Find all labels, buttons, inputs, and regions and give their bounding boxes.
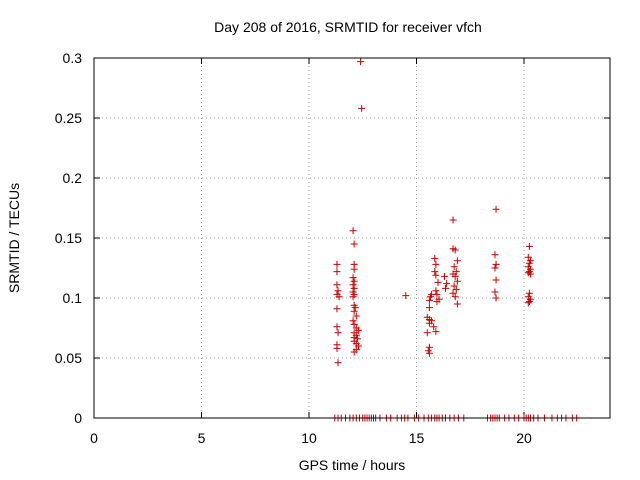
data-point bbox=[402, 292, 410, 300]
plot-frame bbox=[93, 57, 611, 419]
data-point bbox=[452, 286, 460, 294]
x-tick-label: 15 bbox=[409, 430, 425, 446]
data-points bbox=[331, 58, 581, 422]
data-point bbox=[431, 268, 439, 276]
data-point bbox=[349, 274, 357, 282]
data-point bbox=[491, 251, 499, 259]
y-tick-label: 0.2 bbox=[63, 170, 83, 186]
data-point bbox=[335, 293, 343, 301]
data-point bbox=[432, 287, 440, 295]
data-point bbox=[349, 281, 357, 289]
data-point bbox=[423, 329, 431, 337]
data-point bbox=[350, 307, 358, 315]
data-point bbox=[358, 104, 366, 112]
data-point bbox=[350, 240, 358, 248]
x-tick-label: 0 bbox=[90, 430, 98, 446]
y-tick-label: 0.1 bbox=[63, 290, 83, 306]
data-point bbox=[350, 348, 358, 356]
x-axis-title: GPS time / hours bbox=[299, 457, 406, 473]
data-point bbox=[442, 284, 450, 292]
data-point bbox=[333, 344, 341, 352]
data-point bbox=[491, 264, 499, 272]
data-point bbox=[451, 272, 459, 280]
data-point bbox=[453, 300, 461, 308]
data-point bbox=[334, 359, 342, 367]
data-point bbox=[333, 260, 341, 268]
x-tick-label: 5 bbox=[198, 430, 206, 446]
data-point bbox=[425, 319, 433, 327]
data-point bbox=[354, 342, 362, 350]
data-point bbox=[426, 293, 434, 301]
y-tick-label: 0 bbox=[74, 410, 82, 426]
data-point bbox=[333, 323, 341, 331]
data-point bbox=[492, 294, 500, 302]
y-tick-label: 0.25 bbox=[55, 110, 82, 126]
data-point bbox=[425, 343, 433, 351]
data-point bbox=[425, 304, 433, 312]
data-point bbox=[451, 293, 459, 301]
chart-title: Day 208 of 2016, SRMTID for receiver vfc… bbox=[214, 19, 482, 35]
data-point bbox=[432, 328, 440, 336]
data-point bbox=[349, 227, 357, 235]
data-point bbox=[451, 246, 459, 254]
y-tick-label: 0.15 bbox=[55, 230, 82, 246]
data-point bbox=[432, 260, 440, 268]
data-point bbox=[333, 305, 341, 313]
data-point bbox=[357, 58, 365, 66]
data-point bbox=[492, 276, 500, 284]
data-point bbox=[430, 323, 438, 331]
data-point bbox=[349, 317, 357, 325]
y-tick-label: 0.3 bbox=[63, 50, 83, 66]
x-tick-label: 10 bbox=[301, 430, 317, 446]
data-point bbox=[492, 205, 500, 213]
data-point bbox=[349, 293, 357, 301]
data-point bbox=[425, 296, 433, 304]
data-point bbox=[350, 320, 358, 328]
y-axis-title: SRMTID / TECUs bbox=[6, 183, 22, 293]
data-point bbox=[525, 259, 533, 267]
data-point bbox=[524, 299, 532, 307]
data-point bbox=[450, 282, 458, 290]
axis-ticks: 0 0.05 0.1 0.15 0.2 0.25 0.3 0 5 10 15 20 bbox=[55, 50, 610, 446]
data-point bbox=[450, 263, 458, 271]
data-point bbox=[524, 253, 532, 261]
data-point bbox=[449, 216, 457, 224]
data-point bbox=[350, 284, 358, 292]
data-point bbox=[525, 242, 533, 250]
data-point bbox=[434, 278, 442, 286]
data-point bbox=[433, 298, 441, 306]
data-point bbox=[350, 277, 358, 285]
data-point bbox=[449, 289, 457, 297]
data-point bbox=[333, 281, 341, 289]
data-point bbox=[351, 304, 359, 312]
data-point bbox=[352, 312, 360, 320]
y-tick-label: 0.05 bbox=[55, 350, 82, 366]
data-point bbox=[453, 277, 461, 285]
data-point bbox=[526, 270, 534, 278]
data-point bbox=[492, 260, 500, 268]
data-point bbox=[350, 265, 358, 273]
data-point bbox=[525, 298, 533, 306]
data-point bbox=[354, 326, 362, 334]
data-point bbox=[333, 268, 341, 276]
data-point bbox=[491, 288, 499, 296]
data-point bbox=[334, 329, 342, 337]
data-point bbox=[453, 257, 461, 265]
data-point bbox=[443, 280, 451, 288]
data-point bbox=[431, 254, 439, 262]
x-tick-label: 20 bbox=[516, 430, 532, 446]
data-point bbox=[334, 287, 342, 295]
data-point bbox=[433, 290, 441, 298]
data-point bbox=[432, 271, 440, 279]
data-point bbox=[440, 272, 448, 280]
data-point bbox=[425, 349, 433, 357]
data-point bbox=[525, 289, 533, 297]
grid-lines bbox=[94, 58, 610, 418]
